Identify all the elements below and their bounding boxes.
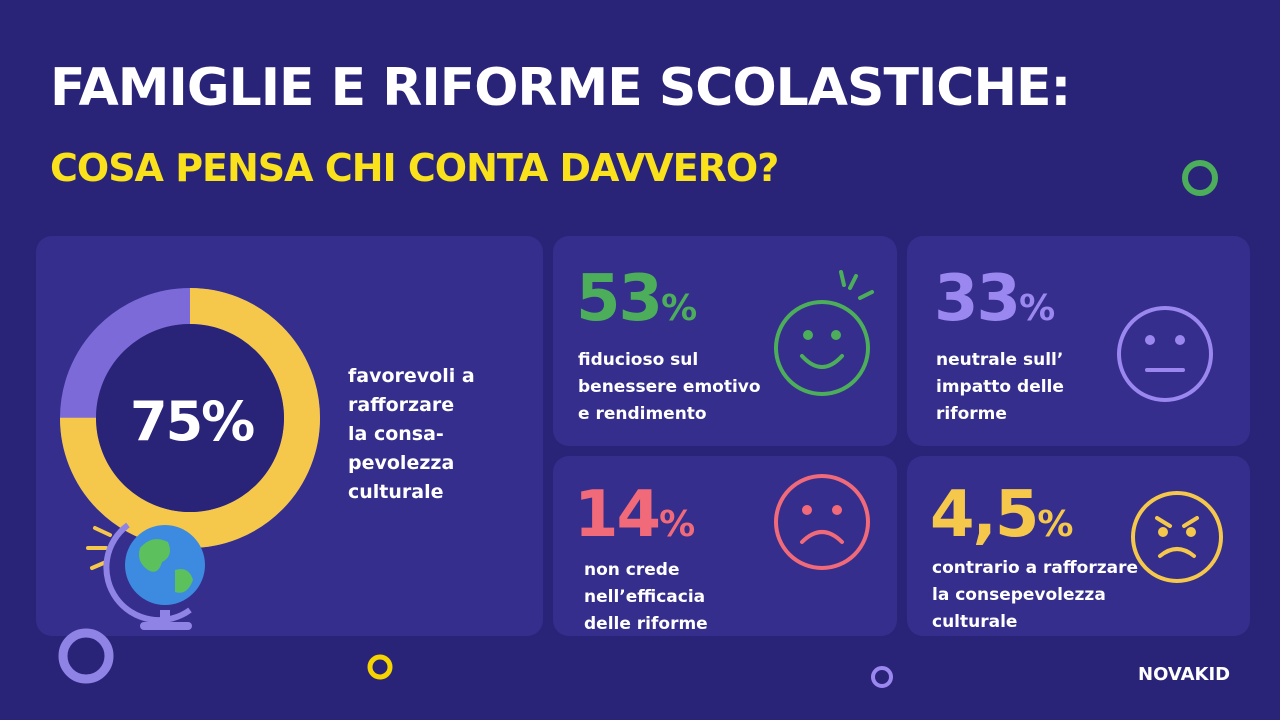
stat-number-value: 33 xyxy=(934,262,1021,336)
text-line: delle riforme xyxy=(584,614,708,634)
text-line: culturale xyxy=(932,612,1018,632)
globe-icon xyxy=(86,522,205,630)
text-line: pevolezza xyxy=(348,452,455,474)
card xyxy=(907,456,1250,636)
card xyxy=(553,456,897,636)
subtitle: COSA PENSA CHI CONTA DAVVERO? xyxy=(50,146,779,190)
card xyxy=(907,236,1250,446)
faces xyxy=(774,270,1223,583)
main-text: favorevoli a rafforzare la consa-pevolezza… xyxy=(348,362,475,507)
donut-label: 75% xyxy=(130,390,255,453)
text-line: fiducioso sul xyxy=(578,350,699,370)
text-line: benessere emotivo xyxy=(578,377,761,397)
stat-text: neutrale sull’ impatto delle riforme xyxy=(936,347,1064,428)
text-line: non crede xyxy=(584,560,680,580)
title: FAMIGLIE E RIFORME SCOLASTICHE: xyxy=(50,58,1071,118)
stat-number-value: 53 xyxy=(576,262,663,336)
brand: NOVAKID xyxy=(1138,664,1231,685)
text-line: impatto delle xyxy=(936,377,1064,397)
text-line: la consepevolezza xyxy=(932,585,1106,605)
stat-text: contrario a rafforzare la consepevolezza c… xyxy=(932,555,1138,636)
stat-text: non crede nell’efficacia delle riforme xyxy=(584,557,708,638)
text-line: favorevoli a xyxy=(348,365,475,387)
stat-number-value: 4,5 xyxy=(930,478,1039,552)
text-line: nell’efficacia xyxy=(584,587,706,607)
stat-number: 4,5% xyxy=(930,478,1073,552)
text-line: contrario a rafforzare xyxy=(932,558,1139,578)
text-line: rafforzare xyxy=(348,394,455,416)
stat-unit: % xyxy=(1037,504,1074,545)
text-line: riforme xyxy=(936,404,1007,424)
stat-number: 53% xyxy=(576,262,697,336)
text-line: neutrale sull’ xyxy=(936,350,1064,370)
text-line: culturale xyxy=(348,481,444,503)
stat-text: fiducioso sul benessere emotivo e rendimen… xyxy=(578,347,761,428)
text-line: e rendimento xyxy=(578,404,707,424)
stat-number-value: 14 xyxy=(574,478,661,552)
stat-unit: % xyxy=(661,288,698,329)
donut-hole xyxy=(96,324,284,512)
stat-unit: % xyxy=(1019,288,1056,329)
donut-arc xyxy=(60,288,320,548)
text-line: la consa- xyxy=(348,423,444,445)
stat-number: 14% xyxy=(574,478,695,552)
stat-number: 33% xyxy=(934,262,1055,336)
decorations xyxy=(58,160,1218,688)
stat-unit: % xyxy=(659,504,696,545)
